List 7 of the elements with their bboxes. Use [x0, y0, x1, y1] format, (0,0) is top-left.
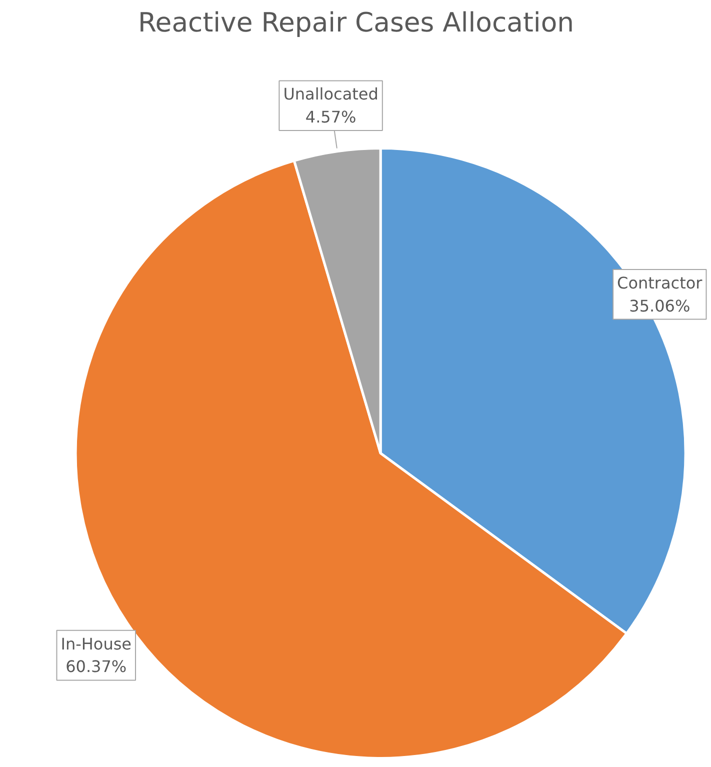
data-label: 60.37% — [66, 657, 127, 676]
slice-label: In-House — [60, 634, 132, 654]
data-label: 35.06% — [629, 296, 690, 316]
slice-label: Unallocated — [283, 84, 378, 104]
chart-title: Reactive Repair Cases Allocation — [138, 8, 574, 38]
slice-label: Contractor — [617, 273, 703, 292]
data-label: 4.57% — [305, 108, 356, 127]
